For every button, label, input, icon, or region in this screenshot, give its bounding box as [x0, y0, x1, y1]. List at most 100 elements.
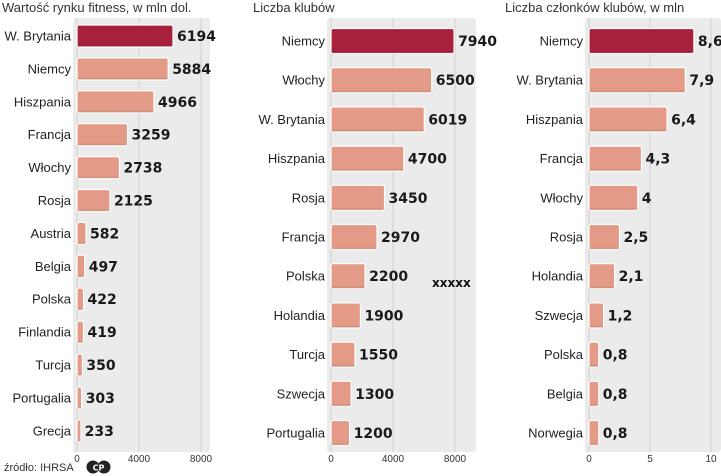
category-label: Francja — [28, 127, 72, 142]
chart-title: Liczba członków klubów, w mln — [505, 0, 684, 15]
value-label: 4700 — [408, 152, 447, 168]
category-label: Niemcy — [540, 34, 584, 49]
bar-edge — [331, 51, 455, 54]
bar-edge — [77, 143, 128, 146]
value-label: 2738 — [123, 161, 162, 177]
bar — [76, 156, 121, 180]
tick-label: 4000 — [382, 454, 405, 465]
bar — [588, 184, 639, 211]
bar-edge — [77, 374, 83, 376]
bar-edge — [589, 325, 604, 328]
bar — [76, 90, 155, 114]
value-label: 7,9 — [689, 73, 714, 89]
value-label: 1200 — [354, 426, 393, 442]
category-label: Polska — [544, 347, 584, 362]
bar-edge — [331, 404, 352, 407]
category-label: Norwegia — [528, 426, 584, 441]
bar — [76, 123, 129, 147]
category-label: Turcja — [35, 358, 71, 373]
bar-edge — [589, 247, 620, 250]
value-label: 419 — [87, 325, 116, 341]
bar — [330, 67, 433, 94]
value-label: 3450 — [388, 191, 427, 207]
bar — [330, 223, 378, 251]
bar-edge — [331, 286, 366, 289]
bar-edge — [589, 208, 638, 211]
tick-label: 4000 — [128, 454, 151, 465]
value-label: 6019 — [428, 112, 467, 128]
value-label: 0,8 — [603, 426, 628, 442]
value-label: 4,3 — [645, 152, 670, 168]
tick-label: 0 — [586, 454, 592, 465]
bar-edge — [589, 51, 694, 54]
value-label: 422 — [88, 292, 117, 308]
bar-edge — [77, 275, 85, 278]
bar-edge — [589, 404, 599, 407]
bar-edge — [589, 365, 599, 368]
category-label: Szwecja — [277, 386, 326, 401]
value-label: 1550 — [359, 348, 398, 364]
category-label: Hiszpania — [14, 94, 72, 109]
bar — [76, 221, 87, 245]
source-note: źródło: IHRSA — [4, 462, 74, 474]
bar — [330, 302, 362, 329]
bar-edge — [77, 209, 110, 212]
bar — [588, 27, 695, 55]
bar — [330, 419, 351, 447]
category-label: Holandia — [532, 269, 584, 284]
value-label: 0,8 — [603, 348, 628, 364]
bar-edge — [589, 169, 642, 172]
bar-edge — [331, 325, 361, 328]
category-label: Belgia — [35, 259, 72, 274]
category-label: Grecja — [33, 423, 72, 438]
bar-edge — [77, 242, 87, 245]
bar — [588, 106, 668, 133]
bar-edge — [77, 176, 120, 179]
value-label: 7940 — [458, 34, 497, 50]
bar — [76, 386, 83, 410]
bar-edge — [331, 365, 356, 368]
annotation-text: xxxxx — [432, 276, 471, 290]
category-label: Polska — [32, 292, 72, 307]
bar — [330, 106, 425, 133]
value-label: 5884 — [172, 62, 211, 78]
value-label: 1,2 — [608, 308, 633, 324]
bar — [588, 223, 621, 251]
tick-label: 10 — [705, 454, 717, 465]
bar-edge — [331, 90, 432, 93]
bar-edge — [77, 439, 81, 442]
value-label: 4966 — [158, 95, 197, 111]
bar — [588, 263, 616, 290]
chart-panels: Wartość rynku fitness, w mln dol. W. Bryt… — [2, 0, 721, 465]
bar — [588, 419, 600, 447]
bar — [588, 67, 686, 94]
bar-edge — [589, 129, 668, 132]
value-label: 303 — [86, 391, 115, 407]
value-label: 6500 — [436, 73, 475, 89]
bar — [588, 341, 600, 368]
category-label: Holandia — [274, 308, 326, 323]
bar — [330, 341, 356, 368]
category-label: Włochy — [282, 73, 325, 88]
value-label: 4 — [642, 191, 652, 207]
bar-edge — [77, 308, 84, 311]
category-label: Francja — [540, 151, 584, 166]
category-label: Portugalia — [266, 426, 325, 441]
bar — [76, 287, 85, 311]
category-label: Szwecja — [535, 308, 584, 323]
tick-label: 8000 — [190, 454, 213, 465]
value-label: 0,8 — [603, 387, 628, 403]
value-label: 2970 — [381, 230, 420, 246]
category-label: Włochy — [540, 190, 583, 205]
bar-edge — [589, 443, 599, 446]
category-label: Rosja — [38, 193, 72, 208]
bar — [588, 380, 600, 407]
tick-label: 0 — [328, 454, 334, 465]
category-label: Włochy — [28, 160, 71, 175]
category-label: Niemcy — [282, 34, 326, 49]
category-label: Finlandia — [18, 325, 72, 340]
value-label: 1300 — [355, 387, 394, 403]
value-label: 6194 — [177, 29, 216, 45]
category-label: W. Brytania — [259, 112, 326, 127]
value-label: 1900 — [364, 308, 403, 324]
